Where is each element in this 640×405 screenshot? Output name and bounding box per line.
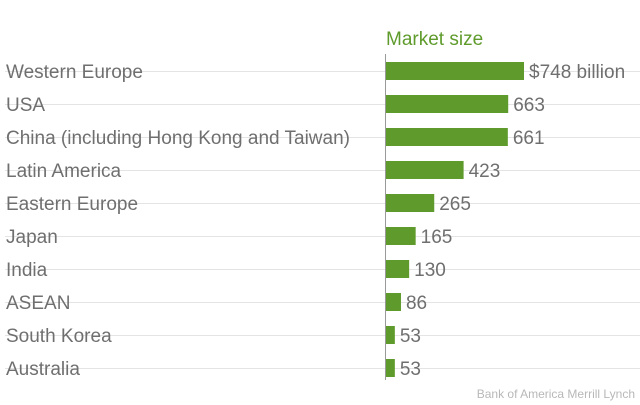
value-label: $748 billion xyxy=(529,62,625,83)
category-label: Eastern Europe xyxy=(6,194,138,215)
value-label: 130 xyxy=(414,260,446,281)
category-label: Western Europe xyxy=(6,62,143,83)
bars xyxy=(385,62,524,377)
value-label: 165 xyxy=(421,227,453,248)
bar xyxy=(385,227,416,245)
source-note: Bank of America Merrill Lynch xyxy=(477,387,635,401)
category-labels: Western Europe USA China (including Hong K… xyxy=(6,62,350,380)
bar xyxy=(385,194,435,212)
category-label: Latin America xyxy=(6,161,122,182)
bar xyxy=(385,128,508,146)
value-label: 53 xyxy=(400,326,421,347)
gridlines xyxy=(5,71,640,369)
bar xyxy=(385,359,395,377)
value-label: 661 xyxy=(513,128,545,149)
value-label: 86 xyxy=(406,293,427,314)
category-label: USA xyxy=(6,95,45,116)
bar xyxy=(385,293,401,311)
category-label: South Korea xyxy=(6,326,112,347)
value-label: 265 xyxy=(439,194,471,215)
value-label: 53 xyxy=(400,359,421,380)
chart-column-title: Market size xyxy=(386,29,483,50)
category-label: Australia xyxy=(6,359,80,380)
value-label: 663 xyxy=(513,95,545,116)
value-label: 423 xyxy=(469,161,501,182)
category-label: Japan xyxy=(6,227,58,248)
bar xyxy=(385,62,524,80)
bar xyxy=(385,161,464,179)
category-label: ASEAN xyxy=(6,293,70,314)
category-label: India xyxy=(6,260,48,281)
bar xyxy=(385,260,410,278)
bar xyxy=(385,326,395,344)
value-labels: $748 billion 663 661 423 265 165 130 86 53 53 xyxy=(400,62,625,380)
bar xyxy=(385,95,509,113)
category-label: China (including Hong Kong and Taiwan) xyxy=(6,128,350,149)
